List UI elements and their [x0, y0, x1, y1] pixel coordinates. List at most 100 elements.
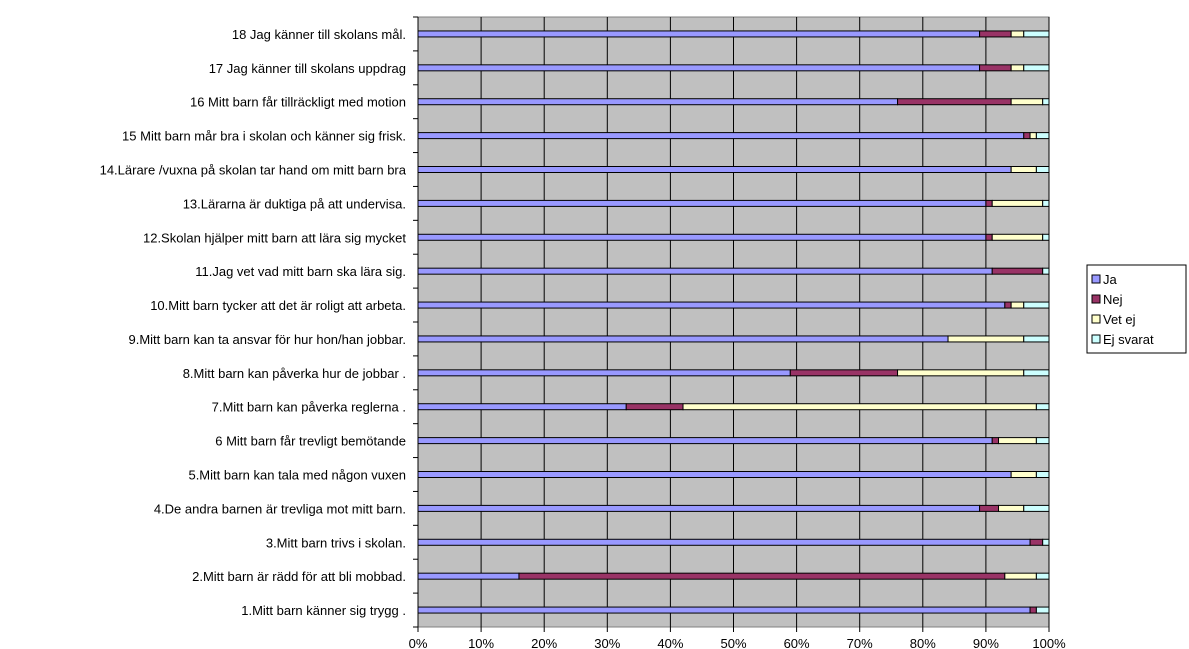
bar-segment-ej-svarat [1023, 301, 1050, 309]
bar-segment-nej [518, 572, 1006, 580]
bar-segment-nej [979, 30, 1012, 38]
bar-segment-ej-svarat [1035, 572, 1050, 580]
x-tick-label: 80% [910, 636, 936, 649]
category-label: 15 Mitt barn mår bra i skolan och känner… [122, 129, 406, 144]
bar-segment-vet-ej [947, 335, 1025, 343]
category-label: 8.Mitt barn kan påverka hur de jobbar . [183, 366, 406, 381]
bar-segment-vet-ej [998, 437, 1037, 445]
bar-segment-ej-svarat [1035, 437, 1050, 445]
category-label: 7.Mitt barn kan påverka reglerna . [212, 400, 406, 415]
bar-segment-ej-svarat [1042, 199, 1050, 207]
bar-segment-ja [417, 233, 987, 241]
category-label: 13.Lärarna är duktiga på att undervisa. [183, 196, 406, 211]
bar-segment-vet-ej [1010, 471, 1037, 478]
legend: Ja Nej Vet ej Ej svarat [1086, 264, 1187, 354]
x-tick-label: 30% [594, 636, 620, 649]
bar-segment-ja [417, 301, 1006, 309]
bar-segment-vet-ej [998, 504, 1025, 512]
x-axis-ticks: 0% 10% 20% 30% 40% 50% 60% 70% 80% 90% 100% [409, 16, 1066, 649]
legend-label: Vet ej [1103, 312, 1136, 327]
x-tick-label: 90% [973, 636, 999, 649]
category-label: 11.Jag vet vad mitt barn ska lära sig. [195, 264, 406, 279]
category-label: 2.Mitt barn är rädd för att bli mobbad. [192, 569, 406, 584]
bar-segment-ja [417, 30, 981, 38]
legend-swatch [1091, 334, 1101, 344]
x-tick-label: 100% [1032, 636, 1066, 649]
bar-segment-ja [417, 335, 949, 343]
legend-label: Ja [1103, 272, 1118, 287]
bar-segment-vet-ej [1010, 64, 1025, 72]
bar-segment-nej [985, 199, 993, 207]
legend-swatch [1091, 274, 1101, 284]
category-label: 3.Mitt barn trivs i skolan. [266, 535, 406, 550]
bar-segment-nej [985, 233, 993, 241]
bar-segment-nej [789, 369, 899, 377]
category-label: 14.Lärare /vuxna på skolan tar hand om m… [100, 163, 407, 178]
bar-segment-ej-svarat [1042, 98, 1050, 106]
bar-segment-ej-svarat [1035, 471, 1050, 478]
bar-segment-vet-ej [991, 233, 1044, 241]
category-label: 16 Mitt barn får tillräckligt med motion [190, 95, 406, 110]
category-label: 12.Skolan hjälper mitt barn att lära sig… [143, 230, 406, 245]
category-label: 1.Mitt barn känner sig trygg . [241, 603, 406, 618]
category-label: 4.De andra barnen är trevliga mot mitt b… [154, 501, 406, 516]
bar-segment-ej-svarat [1023, 504, 1050, 512]
bar-segment-nej [991, 437, 1000, 445]
bar-segment-ej-svarat [1042, 538, 1050, 546]
legend-label: Ej svarat [1103, 332, 1154, 347]
bars [417, 30, 1050, 614]
bar-segment-vet-ej [897, 369, 1025, 377]
x-tick-label: 40% [657, 636, 683, 649]
bar-segment-vet-ej [682, 403, 1037, 411]
bar-segment-ej-svarat [1035, 403, 1050, 411]
bar-segment-ej-svarat [1023, 64, 1050, 72]
bar-segment-nej [625, 403, 684, 411]
bar-segment-ja [417, 369, 791, 377]
category-label: 9.Mitt barn kan ta ansvar för hur hon/ha… [128, 332, 406, 347]
x-tick-label: 20% [531, 636, 557, 649]
bar-segment-nej [1023, 132, 1031, 140]
bar-segment-ej-svarat [1023, 335, 1050, 343]
bar-segment-vet-ej [1010, 166, 1037, 173]
bar-segment-ja [417, 538, 1031, 546]
bar-segment-ej-svarat [1023, 369, 1050, 377]
bar-segment-ja [417, 504, 981, 512]
bar-segment-ja [417, 606, 1031, 614]
bar-segment-nej [991, 267, 1044, 275]
bar-segment-nej [979, 504, 1000, 512]
bar-segment-vet-ej [1010, 30, 1025, 38]
bar-segment-ja [417, 267, 993, 275]
category-label: 5.Mitt barn kan tala med någon vuxen [188, 468, 406, 483]
category-labels: 18 Jag känner till skolans mål. 17 Jag kä… [100, 27, 407, 618]
x-tick-label: 70% [847, 636, 873, 649]
bar-segment-nej [1029, 538, 1044, 546]
category-label: 18 Jag känner till skolans mål. [232, 27, 406, 42]
bar-segment-ej-svarat [1042, 233, 1050, 241]
bar-segment-ej-svarat [1042, 267, 1050, 275]
bar-segment-ja [417, 166, 1012, 173]
bar-segment-vet-ej [1010, 98, 1044, 106]
bar-segment-vet-ej [1029, 132, 1037, 140]
bar-segment-ja [417, 471, 1012, 478]
bar-segment-ja [417, 132, 1025, 140]
bar-segment-nej [979, 64, 1012, 72]
bar-segment-nej [1004, 301, 1012, 309]
legend-box [1086, 264, 1187, 354]
bar-segment-nej [897, 98, 1012, 106]
bar-segment-ja [417, 437, 993, 445]
bar-segment-vet-ej [1010, 301, 1025, 309]
legend-swatch [1091, 294, 1101, 304]
bar-segment-ej-svarat [1035, 606, 1050, 614]
bar-segment-ja [417, 199, 987, 207]
bar-segment-vet-ej [991, 199, 1044, 207]
bar-segment-ej-svarat [1035, 166, 1050, 173]
x-tick-label: 0% [409, 636, 428, 649]
bar-segment-nej [1029, 606, 1037, 614]
bar-segment-ja [417, 572, 520, 580]
bar-segment-vet-ej [1004, 572, 1037, 580]
bar-segment-ej-svarat [1035, 132, 1050, 140]
bar-segment-ja [417, 64, 981, 72]
x-tick-label: 60% [784, 636, 810, 649]
x-tick-label: 50% [720, 636, 746, 649]
